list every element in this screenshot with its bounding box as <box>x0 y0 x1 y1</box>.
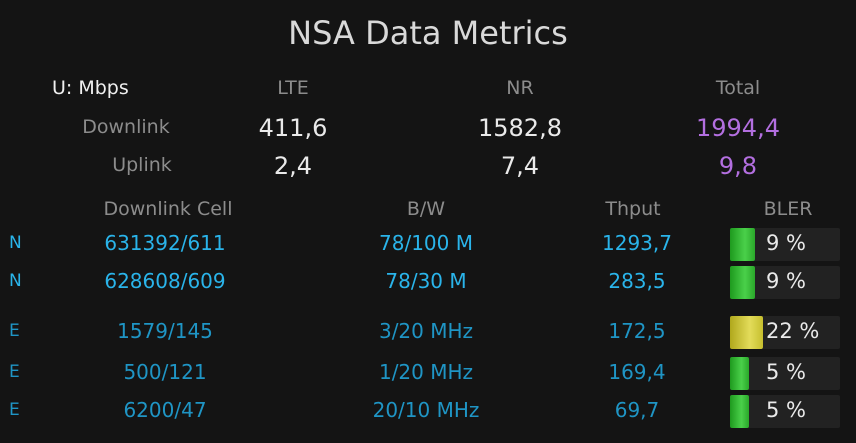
table-row: E 500/121 1/20 MHz 169,4 5 % <box>0 357 856 393</box>
header-bler: BLER <box>763 198 813 220</box>
bler-fill <box>730 266 755 299</box>
bandwidth: 1/20 MHz <box>378 360 474 384</box>
bandwidth: 78/100 M <box>379 231 473 255</box>
downlink-nr-value: 1582,8 <box>478 114 562 142</box>
table-row: E 6200/47 20/10 MHz 69,7 5 % <box>0 395 856 431</box>
cell-id: 6200/47 <box>123 398 207 422</box>
table-row: E 1579/145 3/20 MHz 172,5 22 % <box>0 316 856 352</box>
uplink-total-value: 9,8 <box>718 152 758 180</box>
throughput: 169,4 <box>608 360 666 384</box>
header-total: Total <box>715 77 761 99</box>
bler-bar: 5 % <box>730 395 840 428</box>
bler-bar: 9 % <box>730 228 840 261</box>
bler-value: 9 % <box>766 231 806 255</box>
throughput: 69,7 <box>614 398 660 422</box>
uplink-lte-value: 2,4 <box>273 152 313 180</box>
header-lte: LTE <box>277 77 309 99</box>
uplink-label: Uplink <box>112 154 172 176</box>
throughput: 172,5 <box>608 319 666 343</box>
downlink-lte-value: 411,6 <box>258 114 328 142</box>
bandwidth: 20/10 MHz <box>372 398 480 422</box>
bandwidth: 78/30 M <box>385 269 467 293</box>
bler-bar: 9 % <box>730 266 840 299</box>
header-nr: NR <box>506 77 534 99</box>
header-thput: Thput <box>605 198 661 220</box>
throughput: 1293,7 <box>602 231 672 255</box>
unit-label: U: Mbps <box>52 77 129 99</box>
bler-fill <box>730 228 755 261</box>
bler-value: 5 % <box>766 360 806 384</box>
cell-id: 631392/611 <box>104 231 226 255</box>
bler-value: 22 % <box>766 319 820 343</box>
rat-indicator: E <box>9 321 20 341</box>
header-downlink-cell: Downlink Cell <box>103 198 233 220</box>
cell-id: 1579/145 <box>117 319 213 343</box>
uplink-nr-value: 7,4 <box>500 152 540 180</box>
rat-indicator: E <box>9 400 20 420</box>
bler-fill <box>730 395 749 428</box>
bler-bar: 22 % <box>730 316 840 349</box>
bandwidth: 3/20 MHz <box>378 319 474 343</box>
cell-id: 628608/609 <box>104 269 226 293</box>
header-bw: B/W <box>406 198 446 220</box>
rat-indicator: N <box>9 233 22 253</box>
bler-value: 5 % <box>766 398 806 422</box>
downlink-label: Downlink <box>82 116 170 138</box>
bler-bar: 5 % <box>730 357 840 390</box>
bler-value: 9 % <box>766 269 806 293</box>
bler-fill <box>730 316 763 349</box>
cell-id: 500/121 <box>123 360 207 384</box>
rat-indicator: N <box>9 271 22 291</box>
downlink-total-value: 1994,4 <box>696 114 780 142</box>
bler-fill <box>730 357 749 390</box>
rat-indicator: E <box>9 362 20 382</box>
throughput: 283,5 <box>608 269 666 293</box>
table-row: N 628608/609 78/30 M 283,5 9 % <box>0 266 856 302</box>
page-title: NSA Data Metrics <box>288 14 568 52</box>
table-row: N 631392/611 78/100 M 1293,7 9 % <box>0 228 856 264</box>
